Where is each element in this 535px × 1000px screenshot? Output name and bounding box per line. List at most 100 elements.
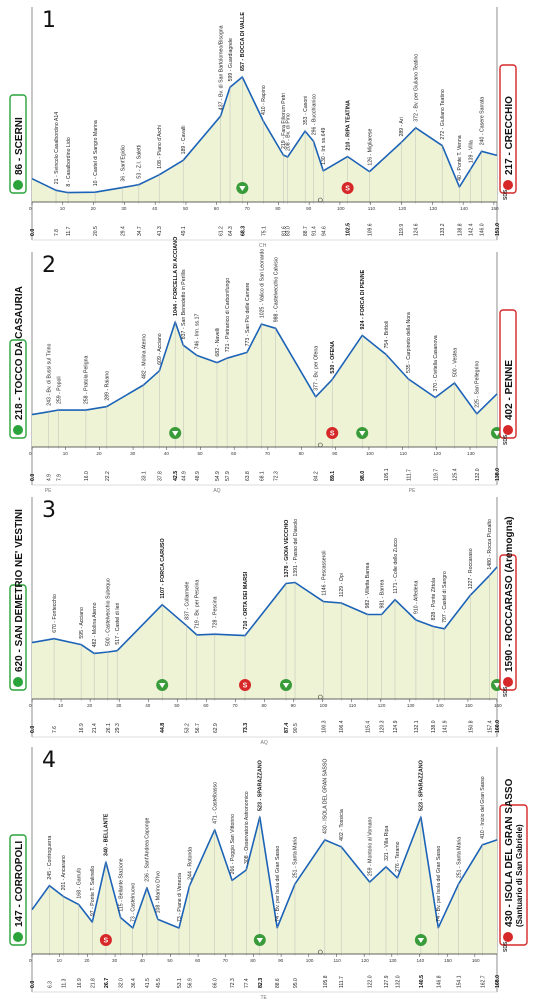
distance-label: 56.9 xyxy=(187,978,193,988)
km-tick-label: 0 xyxy=(29,451,32,456)
sprint-marker-icon xyxy=(326,427,339,439)
km-tick-label: 110 xyxy=(349,703,357,708)
km-tick-label: 120 xyxy=(399,206,407,211)
km-tick-label: 70 xyxy=(223,958,229,963)
distance-label: 88.7 xyxy=(303,226,309,236)
start-location-badge: 218 - TOCCO DA CASAURIA xyxy=(9,286,27,439)
km-tick-label: 60 xyxy=(203,703,209,708)
province-label: AQ xyxy=(261,740,268,746)
profile-line xyxy=(31,76,498,194)
finish-badge-frame xyxy=(499,309,517,439)
waypoint-label: 244 - Rotonda xyxy=(187,847,193,880)
feed-zone-icon xyxy=(317,197,323,203)
climb-marker-glyph xyxy=(239,186,246,191)
distance-label: 162.7 xyxy=(480,975,486,988)
waypoint-label: 36 - Sant'Egidio xyxy=(120,145,126,182)
km-tick-label: 0 xyxy=(29,703,32,708)
waypoint-label: 321 - Villa Ripa xyxy=(384,826,390,861)
distance-label: 21.4 xyxy=(92,723,98,733)
start-badge-frame xyxy=(9,584,27,691)
distance-label: 111.7 xyxy=(406,469,412,481)
km-tick-label: 120 xyxy=(361,958,369,963)
distance-label: 150.8 xyxy=(468,720,474,733)
km-tick-label: 40 xyxy=(152,206,158,211)
waypoint-label: 259 - Montorio al Vomano xyxy=(367,817,373,877)
distance-label: 138.0 xyxy=(495,468,501,481)
distance-label: 138.8 xyxy=(457,223,463,236)
distance-label: 26.1 xyxy=(106,723,112,733)
distance-label: 89.1 xyxy=(330,471,336,481)
km-tick-label: 100 xyxy=(320,703,328,708)
waypoint-label: 828 - Ponte Zittola xyxy=(431,578,437,621)
brand-mark: SDS xyxy=(503,941,509,952)
distance-label: 88.6 xyxy=(275,978,281,988)
km-tick-label: 80 xyxy=(262,703,268,708)
stage-panel-3: 3 670 - Fontecchio 595 - Acciano 482 - Moli… xyxy=(9,497,517,746)
finish-badge-frame xyxy=(499,554,517,691)
waypoint-label: 377 - Bv. per Ofena xyxy=(314,346,320,391)
km-tick-label: 10 xyxy=(60,206,66,211)
km-tick-label: 90 xyxy=(278,958,284,963)
distance-label: 109.6 xyxy=(368,223,374,236)
climb-marker-glyph xyxy=(159,683,166,688)
finish-location-badge: 1590 - ROCCARASO (Aremogna) xyxy=(499,516,517,691)
climb-marker-glyph xyxy=(172,431,179,436)
start-location-label: 147 - CORROPOLI xyxy=(14,841,25,927)
waypoint-label: 276 - Teramo xyxy=(395,841,401,872)
km-tick-label: 50 xyxy=(197,451,203,456)
distance-label: 34.7 xyxy=(137,226,143,236)
distance-label: 73.3 xyxy=(243,723,249,733)
finish-location-label: 1590 - ROCCARASO (Aremogna) xyxy=(504,516,515,672)
km-tick-label: 110 xyxy=(368,206,376,211)
distance-label: 72.3 xyxy=(274,471,280,481)
waypoint-label: 74 - Bv. per Isola del Gran Sasso xyxy=(275,846,281,922)
waypoint-label: 1107 - FORCA CARUSO xyxy=(160,538,166,598)
finish-badge-frame xyxy=(499,804,528,946)
waypoint-label: 910 - Alfedena xyxy=(414,580,420,614)
waypoint-label: 500 - Castelvecchio Subequo xyxy=(106,578,112,646)
province-label: PE xyxy=(409,488,416,494)
finish-badge-frame xyxy=(499,64,517,194)
waypoint-label: 251 - Santa Maria xyxy=(293,837,299,878)
km-tick-label: 30 xyxy=(130,451,136,456)
distance-label: 41.3 xyxy=(157,226,163,236)
climb-marker-glyph xyxy=(417,938,425,943)
start-location-label: 218 - TOCCO DA CASAURIA xyxy=(14,286,25,420)
climb-marker-glyph xyxy=(493,431,501,436)
panel-number: 2 xyxy=(42,253,56,278)
waypoint-label: 10 - Castel di Sangro Marina xyxy=(93,120,99,186)
waypoint-label: 721 - Pietranico di Carbonifungo xyxy=(225,278,231,353)
km-tick-label: 20 xyxy=(87,703,93,708)
profile-line xyxy=(31,566,498,655)
km-tick-label: 90 xyxy=(332,451,338,456)
distance-label: 81.6 xyxy=(281,226,287,236)
km-tick-label: 150 xyxy=(444,958,452,963)
panel-number: 4 xyxy=(42,748,56,773)
distance-label: 141.9 xyxy=(442,720,448,733)
waypoint-label: 410 - Rapino xyxy=(261,85,267,115)
km-tick-label: 130 xyxy=(389,958,397,963)
distance-label: 63.8 xyxy=(245,471,251,481)
km-tick-label: 120 xyxy=(433,451,441,456)
waypoint-label: 530 - OFENA xyxy=(330,341,336,374)
distance-label: 84.2 xyxy=(314,471,320,481)
start-flag-icon xyxy=(13,180,23,190)
distance-label: 7.8 xyxy=(54,229,60,236)
km-tick-label: 70 xyxy=(232,703,238,708)
sprint-marker-glyph: S xyxy=(330,431,335,438)
province-label: CH xyxy=(259,243,267,249)
distance-label: 16.0 xyxy=(84,471,90,481)
waypoint-label: 168 - Garrufo xyxy=(77,868,83,899)
km-tick-label: 100 xyxy=(337,206,345,211)
km-tick-label: 150 xyxy=(491,206,499,211)
distance-label: 29.4 xyxy=(121,226,127,236)
panel-number: 3 xyxy=(42,498,56,523)
feed-zone-icon xyxy=(317,694,323,700)
km-tick-label: 80 xyxy=(250,958,256,963)
waypoint-label: 517 - Castel di Ieri xyxy=(115,603,121,645)
waypoint-label: 115 - Bellante Stazione xyxy=(118,858,124,911)
distance-label: 62.9 xyxy=(213,723,219,733)
distance-label: 77.4 xyxy=(244,978,250,988)
waypoint-label: 437 - Bv. di San Bartolomeo/Bisogna xyxy=(218,25,224,110)
distance-label: 54.9 xyxy=(215,471,221,481)
